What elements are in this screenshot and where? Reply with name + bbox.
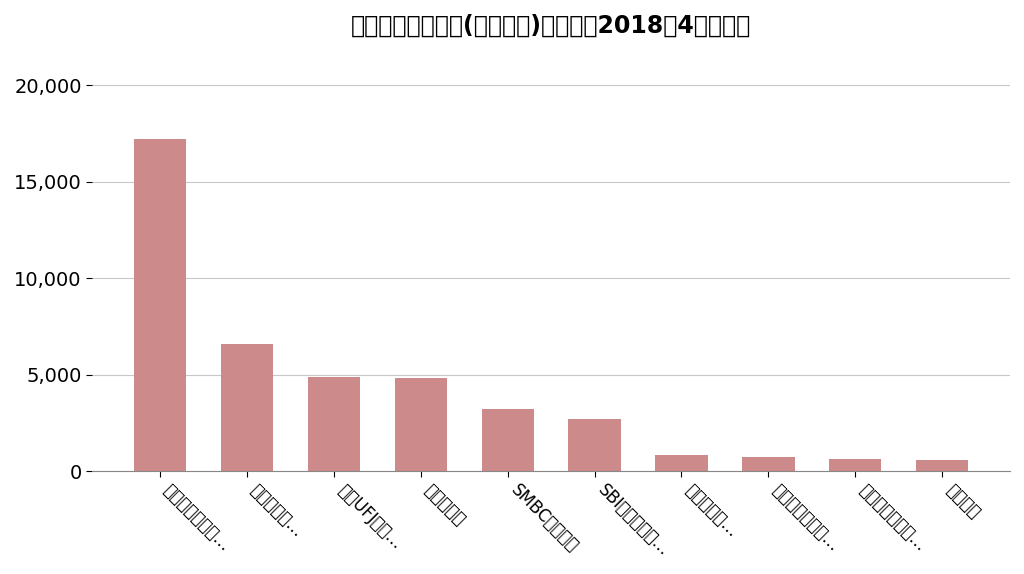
Bar [568, 419, 621, 471]
Bar [394, 378, 446, 471]
Title: 証券会社の売上高(営業収益)（億円：2018年4月調べ）: 証券会社の売上高(営業収益)（億円：2018年4月調べ） [351, 14, 752, 38]
Bar [655, 455, 708, 471]
Bar [307, 377, 359, 471]
Bar [916, 460, 969, 471]
Bar [481, 409, 534, 471]
Bar [221, 344, 272, 471]
Bar [742, 456, 795, 471]
Bar [134, 139, 186, 471]
Bar [829, 459, 882, 471]
